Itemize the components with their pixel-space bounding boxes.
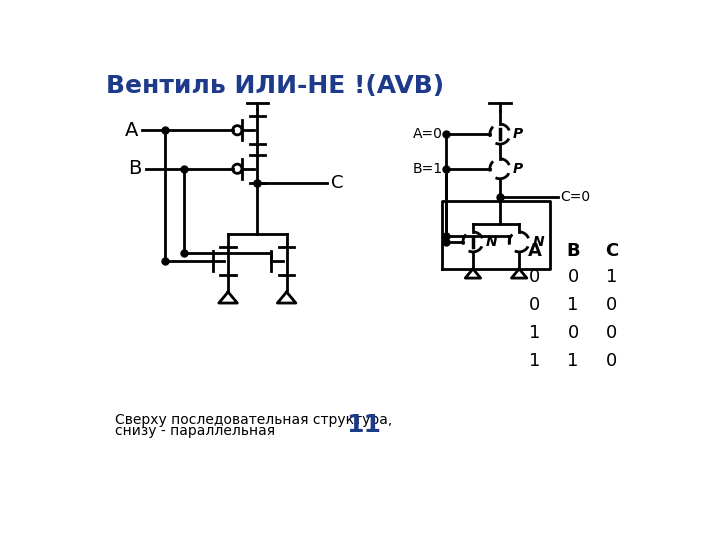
Text: снизу - параллельная: снизу - параллельная	[115, 423, 275, 437]
Text: A: A	[125, 121, 138, 140]
Text: 0: 0	[606, 324, 617, 342]
Text: 1: 1	[529, 324, 540, 342]
Text: 0: 0	[567, 267, 579, 286]
Text: 1: 1	[567, 296, 579, 314]
Text: P: P	[513, 162, 523, 176]
Text: 0: 0	[529, 267, 540, 286]
Text: 0: 0	[606, 352, 617, 370]
Text: 1: 1	[606, 267, 617, 286]
Text: A=0: A=0	[413, 127, 443, 141]
Text: B: B	[128, 159, 142, 178]
Text: B=1: B=1	[413, 162, 443, 176]
Text: C: C	[330, 174, 343, 192]
Text: C=0: C=0	[560, 190, 590, 204]
Text: 0: 0	[567, 324, 579, 342]
Text: 1: 1	[567, 352, 579, 370]
Text: B: B	[566, 242, 580, 260]
Text: N: N	[486, 235, 498, 249]
Text: Сверху последовательная структура,: Сверху последовательная структура,	[115, 413, 392, 427]
Text: P: P	[513, 127, 523, 141]
Text: 0: 0	[606, 296, 617, 314]
Text: N: N	[532, 235, 544, 249]
Text: C: C	[605, 242, 618, 260]
Text: A: A	[528, 242, 541, 260]
Text: 0: 0	[529, 296, 540, 314]
Text: 1: 1	[529, 352, 540, 370]
Text: Вентиль ИЛИ-НЕ !(AVB): Вентиль ИЛИ-НЕ !(AVB)	[106, 74, 444, 98]
Text: 11: 11	[346, 413, 381, 437]
